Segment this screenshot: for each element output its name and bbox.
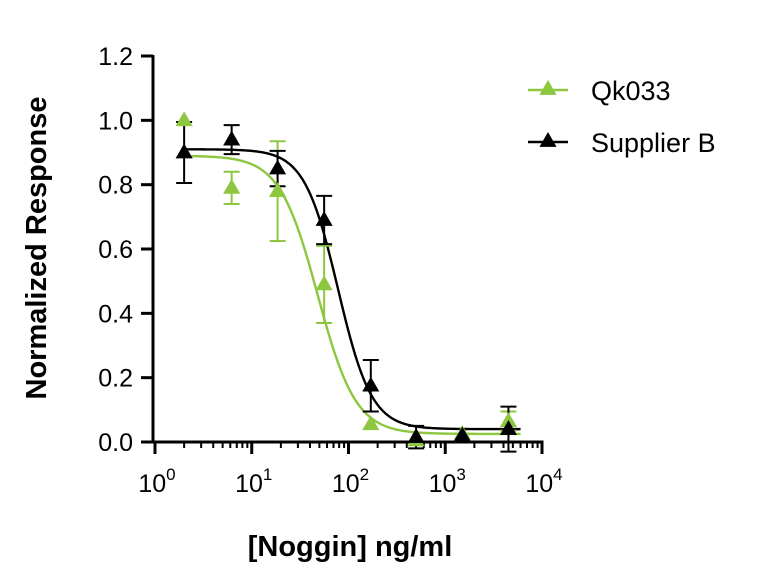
y-axis-title: Normalized Response xyxy=(21,97,53,400)
legend-marker-qk033 xyxy=(539,80,557,95)
data-point-qk033 xyxy=(269,182,287,197)
legend: Qk033 Supplier B xyxy=(528,76,716,158)
y-tick-label: 0.2 xyxy=(98,365,133,393)
legend-label-qk033: Qk033 xyxy=(591,76,671,106)
y-tick-label: 0.8 xyxy=(98,172,133,200)
y-tick-label: 1.0 xyxy=(98,107,133,135)
data-point-supplier-b xyxy=(315,211,333,226)
data-point-supplier-b xyxy=(175,143,193,159)
y-tick-label: 0.4 xyxy=(98,300,133,328)
data-point-supplier-b xyxy=(362,376,380,392)
data-point-supplier-b xyxy=(499,420,517,435)
x-tick-label: 104 xyxy=(525,465,562,498)
data-point-qk033 xyxy=(362,415,380,431)
x-ticks: 100 101 102 103 104 xyxy=(138,442,563,498)
fit-curve-qk033 xyxy=(181,154,521,436)
x-tick-label: 101 xyxy=(235,465,272,498)
data-point-supplier-b xyxy=(269,159,287,175)
x-axis-title: [Noggin] ng/ml xyxy=(248,531,453,563)
data-point-qk033 xyxy=(223,178,241,194)
x-tick-label: 100 xyxy=(138,465,175,498)
y-tick-label: 0.6 xyxy=(98,236,133,264)
legend-marker-supplier-b xyxy=(539,132,557,147)
data-point-qk033 xyxy=(315,275,333,291)
data-markers xyxy=(175,111,517,447)
x-tick-label: 102 xyxy=(332,465,369,498)
x-tick-label: 103 xyxy=(429,465,466,498)
data-point-supplier-b xyxy=(453,426,471,442)
y-ticks: 0.0 0.2 0.4 0.6 0.8 1.0 1.2 xyxy=(98,43,153,457)
legend-label-supplier-b: Supplier B xyxy=(591,128,716,158)
error-bars xyxy=(176,120,517,453)
data-point-supplier-b xyxy=(407,428,425,444)
data-point-qk033 xyxy=(175,111,193,127)
data-point-supplier-b xyxy=(223,130,241,146)
y-tick-label: 1.2 xyxy=(98,43,133,71)
y-tick-label: 0.0 xyxy=(98,429,133,457)
data-point-qk033 xyxy=(499,412,517,427)
